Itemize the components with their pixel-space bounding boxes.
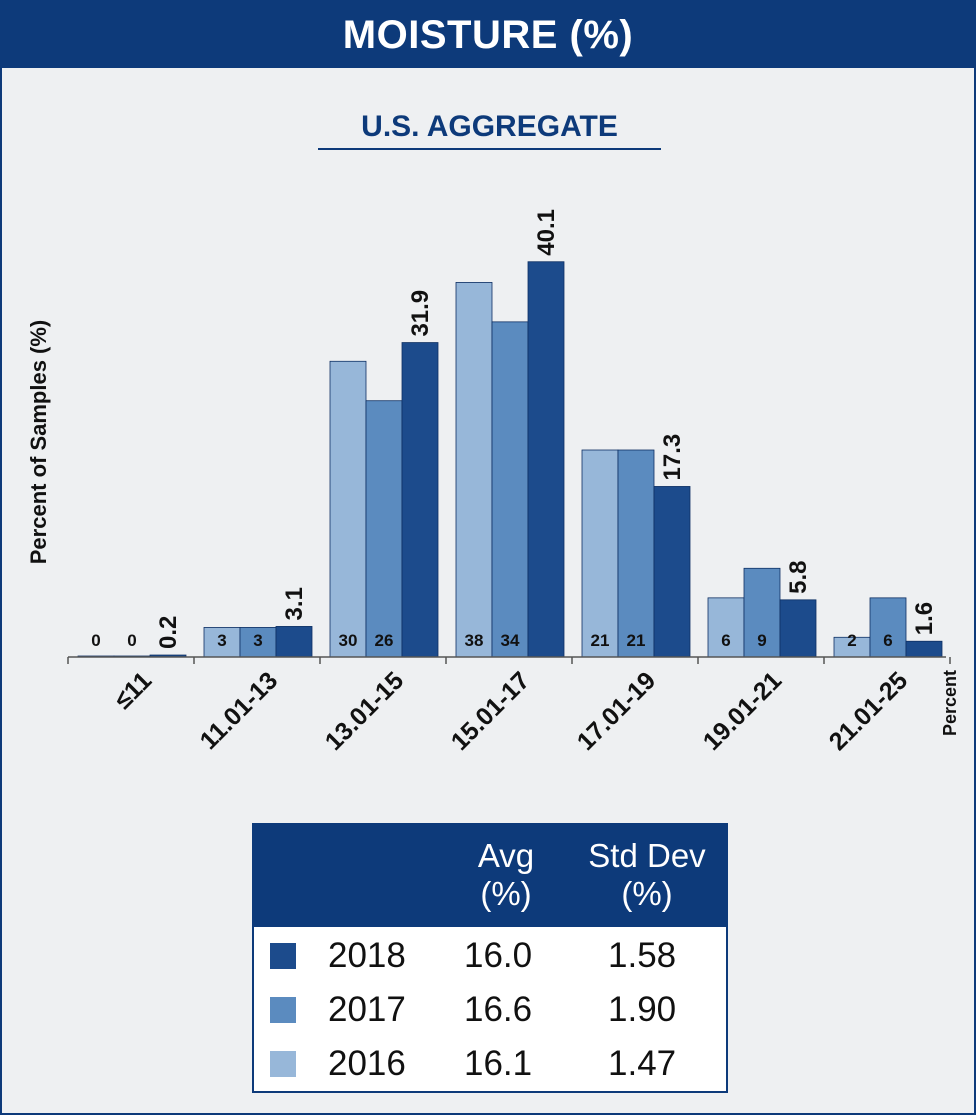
bar-2017-3 bbox=[491, 321, 529, 658]
std-header-line1: Std Dev bbox=[588, 837, 706, 874]
data-label-2017-4: 21 bbox=[627, 631, 646, 650]
data-label-2018-1: 3.1 bbox=[281, 587, 308, 620]
bar-2018-3 bbox=[527, 261, 565, 658]
x-axis-label: Percent bbox=[940, 670, 960, 736]
data-label-2016-0: 0 bbox=[91, 631, 100, 650]
stats-row-2016: 2016 16.1 1.47 bbox=[254, 1037, 726, 1091]
std-header: Std Dev (%) bbox=[568, 837, 726, 913]
legend-swatch-2018 bbox=[270, 943, 296, 969]
bar-2016-2 bbox=[329, 360, 367, 658]
data-label-2018-0: 0.2 bbox=[155, 616, 182, 649]
bar-2018-4 bbox=[653, 486, 691, 658]
row-year: 2017 bbox=[328, 990, 406, 1029]
row-year: 2016 bbox=[328, 1044, 406, 1083]
category-labels-layer: ≤11 11.01-13 13.01-15 15.01-17 17.01-19 19.01… bbox=[109, 666, 913, 756]
row-std: 1.58 bbox=[608, 936, 677, 975]
data-label-2017-0: 0 bbox=[127, 631, 136, 650]
category-label-0: ≤11 bbox=[109, 666, 157, 714]
ticks-layer bbox=[67, 657, 951, 664]
bar-chart: Percent of Samples (%) Percent 0 0 0.2 3 3 3.… bbox=[26, 209, 960, 756]
category-label-5: 19.01-21 bbox=[698, 666, 788, 756]
data-label-2018-3: 40.1 bbox=[533, 209, 560, 256]
category-label-1: 11.01-13 bbox=[195, 666, 284, 755]
legend-swatch-2017 bbox=[270, 997, 296, 1023]
row-avg: 16.0 bbox=[464, 936, 533, 975]
bar-2017-4 bbox=[617, 449, 655, 658]
bar-2018-1 bbox=[275, 626, 313, 658]
chart-title: U.S. AGGREGATE bbox=[318, 106, 661, 150]
data-label-2016-4: 21 bbox=[591, 631, 610, 650]
y-axis-label: Percent of Samples (%) bbox=[26, 320, 51, 565]
data-label-2017-2: 26 bbox=[375, 631, 394, 650]
std-header-line2: (%) bbox=[621, 875, 673, 912]
stats-row-2018: 2018 16.0 1.58 bbox=[254, 929, 726, 983]
avg-header-line1: Avg bbox=[477, 837, 535, 874]
stats-table: Avg (%) Std Dev (%) 2018 16.0 1.58 2017 … bbox=[252, 823, 728, 1093]
category-label-3: 15.01-17 bbox=[446, 666, 536, 756]
bar-2016-3 bbox=[455, 282, 493, 658]
data-label-2018-5: 5.8 bbox=[785, 560, 812, 593]
data-label-2018-6: 1.6 bbox=[911, 602, 938, 635]
data-label-2017-3: 34 bbox=[501, 631, 520, 650]
data-label-2016-3: 38 bbox=[465, 631, 484, 650]
category-label-6: 21.01-25 bbox=[824, 666, 914, 756]
row-std: 1.47 bbox=[608, 1044, 677, 1083]
avg-header-line2: (%) bbox=[480, 875, 532, 912]
avg-header: Avg (%) bbox=[450, 837, 562, 913]
bar-2016-4 bbox=[581, 449, 619, 658]
bar-2018-2 bbox=[401, 342, 439, 658]
data-label-2016-5: 6 bbox=[721, 631, 730, 650]
category-label-2: 13.01-15 bbox=[320, 666, 410, 756]
bar-2017-2 bbox=[365, 400, 403, 658]
row-avg: 16.1 bbox=[464, 1044, 533, 1083]
bar-2016-5 bbox=[707, 597, 745, 658]
bar-2017-5 bbox=[743, 567, 781, 658]
bar-2018-6 bbox=[905, 640, 943, 658]
data-label-2016-6: 2 bbox=[847, 631, 856, 650]
data-label-2017-1: 3 bbox=[253, 631, 262, 650]
data-label-2016-1: 3 bbox=[217, 631, 226, 650]
bar-2016-1 bbox=[203, 627, 241, 658]
row-avg: 16.6 bbox=[464, 990, 533, 1029]
legend-swatch-2016 bbox=[270, 1051, 296, 1077]
data-label-2018-2: 31.9 bbox=[407, 290, 434, 337]
row-year: 2018 bbox=[328, 936, 406, 975]
data-label-2017-5: 9 bbox=[757, 631, 766, 650]
stats-row-2017: 2017 16.6 1.90 bbox=[254, 983, 726, 1037]
data-label-2018-4: 17.3 bbox=[659, 434, 686, 481]
bar-2018-5 bbox=[779, 599, 817, 658]
row-std: 1.90 bbox=[608, 990, 677, 1029]
page-title: MOISTURE (%) bbox=[2, 2, 974, 68]
category-label-4: 17.01-19 bbox=[572, 666, 662, 756]
data-label-2016-2: 30 bbox=[339, 631, 358, 650]
data-label-2017-6: 6 bbox=[883, 631, 892, 650]
bars-layer bbox=[77, 261, 943, 658]
stats-table-header: Avg (%) Std Dev (%) bbox=[254, 825, 726, 927]
